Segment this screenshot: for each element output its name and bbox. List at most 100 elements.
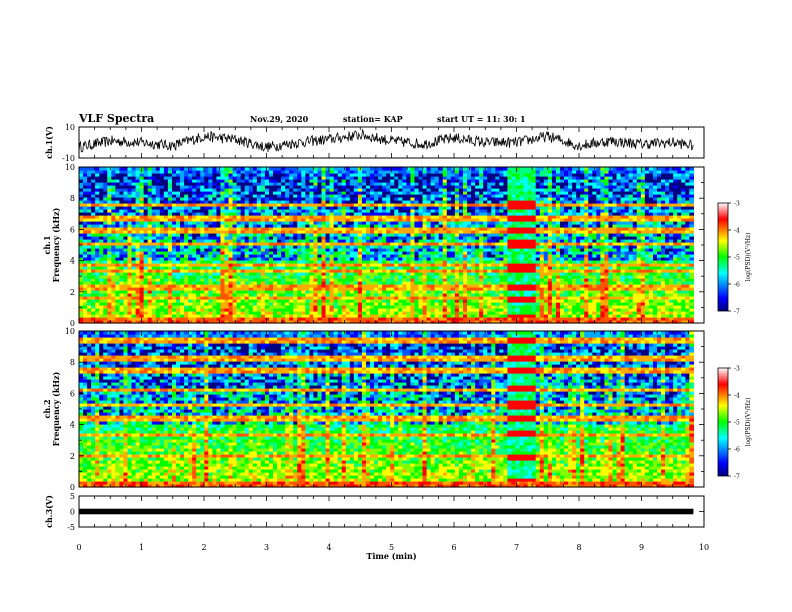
spectrogram-ch1-cell	[196, 314, 201, 318]
spectrogram-ch1-cell	[244, 284, 250, 288]
spectrogram-ch1-cell	[386, 254, 391, 258]
spectrogram-ch1-cell	[167, 173, 173, 177]
spectrogram-ch1-cell	[252, 245, 258, 249]
spectrogram-ch1-cell	[333, 227, 339, 231]
spectrogram-ch1-cell	[95, 203, 100, 207]
spectrogram-ch1-cell	[171, 278, 177, 282]
spectrogram-ch1-cell	[176, 167, 181, 171]
spectrogram-ch1-cell	[357, 173, 363, 177]
spectrogram-ch1-cell	[252, 200, 258, 204]
spectrogram-ch1-cell	[200, 206, 205, 210]
spectrogram-ch1-cell	[123, 227, 129, 231]
spectrogram-ch1-cell	[450, 281, 456, 285]
spectrogram-ch1-cell	[224, 287, 230, 291]
spectrogram-ch1-cell	[450, 233, 456, 237]
spectrogram-ch1-cell	[240, 185, 246, 189]
spectrogram-ch1-cell	[123, 260, 129, 264]
spectrogram-ch1-cell	[83, 287, 88, 291]
spectrogram-ch1-cell	[321, 245, 327, 249]
spectrogram-ch1-cell	[277, 284, 282, 288]
spectrogram-ch1-cell	[357, 260, 363, 264]
spectrogram-ch1-cell	[406, 251, 412, 255]
spectrogram-ch1-cell	[406, 245, 412, 249]
spectrogram-ch1-cell	[410, 242, 416, 246]
spectrogram-ch1-cell	[458, 281, 464, 285]
spectrogram-ch1-cell	[281, 287, 286, 291]
spectrogram-ch1-cell	[216, 242, 222, 246]
spectrogram-ch1-cell	[426, 176, 432, 180]
spectrogram-ch1-cell	[422, 188, 428, 192]
spectrogram-ch1-cell	[361, 275, 367, 279]
spectrogram-ch1-cell	[301, 212, 306, 216]
spectrogram-ch1-cell	[390, 203, 395, 207]
spectrogram-ch1-cell	[446, 167, 452, 171]
spectrogram-ch1-cell	[293, 236, 298, 240]
spectrogram-ch1-cell	[309, 248, 315, 252]
spectrogram-ch1-cell	[180, 173, 185, 177]
spectrogram-ch1-cell	[176, 191, 181, 195]
spectrogram-ch1-cell	[208, 320, 213, 324]
spectrogram-ch1-cell	[123, 218, 129, 222]
spectrogram-ch1-cell	[277, 239, 282, 243]
spectrogram-ch1-cell	[442, 275, 448, 279]
spectrogram-ch1-cell	[268, 290, 274, 294]
spectrogram-ch1-cell	[458, 275, 464, 279]
spectrogram-ch1-cell	[329, 203, 335, 207]
spectrogram-ch1-cell	[87, 248, 92, 252]
spectrogram-ch1-cell	[450, 209, 456, 213]
spectrogram-ch1-cell	[103, 227, 108, 231]
spectrogram-ch1-cell	[430, 224, 436, 228]
spectrogram-ch1-cell	[95, 170, 100, 174]
spectrogram-ch1-cell	[87, 278, 92, 282]
spectrogram-ch1-cell	[268, 284, 274, 288]
spectrogram-ch1-cell	[301, 191, 306, 195]
spectrogram-ch1-cell	[99, 230, 104, 234]
spectrogram-ch1-cell	[442, 272, 448, 276]
spectrogram-ch1-cell	[357, 224, 363, 228]
spectrogram-ch1-cell	[442, 182, 448, 186]
spectrogram-ch1-cell	[398, 233, 403, 237]
spectrogram-ch1-cell	[406, 275, 412, 279]
spectrogram-ch1-cell	[450, 221, 456, 225]
spectrogram-ch1-cell	[264, 218, 270, 222]
spectrogram-ch1-cell	[115, 182, 121, 186]
spectrogram-ch1-cell	[301, 263, 306, 267]
spectrogram-ch1-cell	[357, 227, 363, 231]
spectrogram-ch1-cell	[293, 287, 298, 291]
spectrogram-ch1-cell	[406, 227, 412, 231]
spectrogram-ch1-cell	[410, 254, 416, 258]
spectrogram-ch1-cell	[103, 233, 108, 237]
spectrogram-ch1-cell	[167, 311, 173, 315]
spectrogram-ch1-cell	[390, 308, 395, 312]
spectrogram-ch1-cell	[446, 284, 452, 288]
spectrogram-ch1-cell	[83, 242, 88, 246]
spectrogram-ch1-cell	[171, 317, 177, 321]
spectrogram-ch1-cell	[325, 242, 331, 246]
spectrogram-ch1-cell	[337, 275, 343, 279]
spectrogram-ch1-cell	[196, 296, 201, 300]
spectrogram-ch1-cell	[180, 170, 185, 174]
spectrogram-ch1-cell	[176, 242, 181, 246]
spectrogram-ch1-cell	[357, 263, 363, 267]
spectrogram-ch1-cell	[313, 245, 319, 249]
spectrogram-ch1-cell	[252, 218, 258, 222]
spectrogram-ch1-cell	[176, 236, 181, 240]
spectrogram-ch1-cell	[184, 281, 189, 285]
spectrogram-ch1-cell	[188, 179, 193, 183]
spectrogram-ch1-cell	[434, 248, 440, 252]
spectrogram-ch1-cell	[260, 290, 266, 294]
spectrogram-ch1-cell	[139, 269, 145, 273]
spectrogram-ch1-cell	[268, 257, 274, 261]
spectrogram-ch1-cell	[357, 170, 363, 174]
spectrogram-ch1-cell	[167, 269, 173, 273]
spectrogram-ch1-cell	[252, 167, 258, 171]
spectrogram-ch1-cell	[386, 320, 391, 324]
spectrogram-ch1-cell	[277, 227, 282, 231]
spectrogram-ch1-cell	[139, 179, 145, 183]
spectrogram-ch1-cell	[204, 227, 209, 231]
spectrogram-ch1-cell	[184, 185, 189, 189]
spectrogram-ch1-cell	[321, 290, 327, 294]
spectrogram-ch1-cell	[402, 308, 407, 312]
spectrogram-ch1-cell	[462, 176, 468, 180]
spectrogram-ch1-cell	[365, 311, 371, 315]
